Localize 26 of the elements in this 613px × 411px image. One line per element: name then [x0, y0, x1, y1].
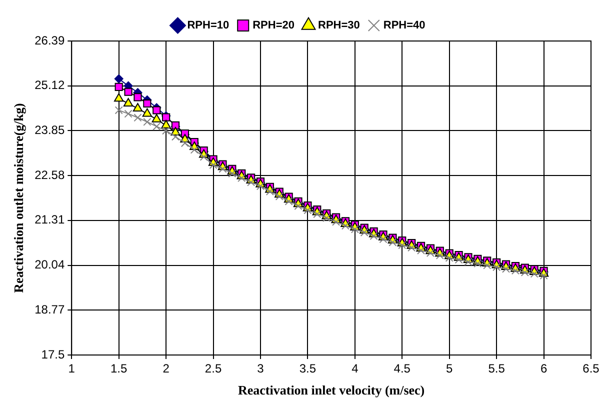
x-tick-label: 6 — [540, 362, 548, 376]
y-tick-label: 18.77 — [34, 302, 65, 316]
legend-label: RPH=10 — [187, 20, 230, 32]
legend-label: RPH=30 — [318, 20, 360, 32]
legend-label: RPH=40 — [383, 20, 426, 32]
x-axis-title: Reactivation inlet velocity (m/sec) — [238, 382, 425, 398]
x-tick-label: 1.5 — [110, 362, 128, 376]
x-tick-label: 5.5 — [488, 362, 506, 376]
x-tick-label: 2 — [162, 362, 170, 376]
y-tick-label: 26.39 — [34, 33, 65, 48]
x-tick-label: 1 — [68, 362, 76, 376]
x-tick-label: 4.5 — [394, 362, 411, 376]
y-tick-label: 22.58 — [34, 168, 65, 182]
x-tick-label: 2.5 — [204, 362, 222, 376]
y-axis-title: Reactivation outlet moisture(g/kg) — [11, 103, 26, 293]
x-tick-label: 6.5 — [582, 362, 600, 376]
legend-label: RPH=20 — [252, 20, 295, 32]
y-tick-label: 17.5 — [41, 347, 65, 362]
x-tick-label: 3 — [257, 362, 264, 376]
y-tick-label: 23.85 — [34, 123, 65, 138]
y-tick-label: 25.12 — [34, 78, 65, 92]
x-tick-label: 4 — [352, 362, 359, 376]
x-tick-label: 5 — [446, 362, 454, 376]
x-tick-label: 3.5 — [299, 362, 316, 376]
y-tick-label: 20.04 — [34, 258, 65, 272]
y-tick-label: 21.31 — [34, 212, 65, 227]
